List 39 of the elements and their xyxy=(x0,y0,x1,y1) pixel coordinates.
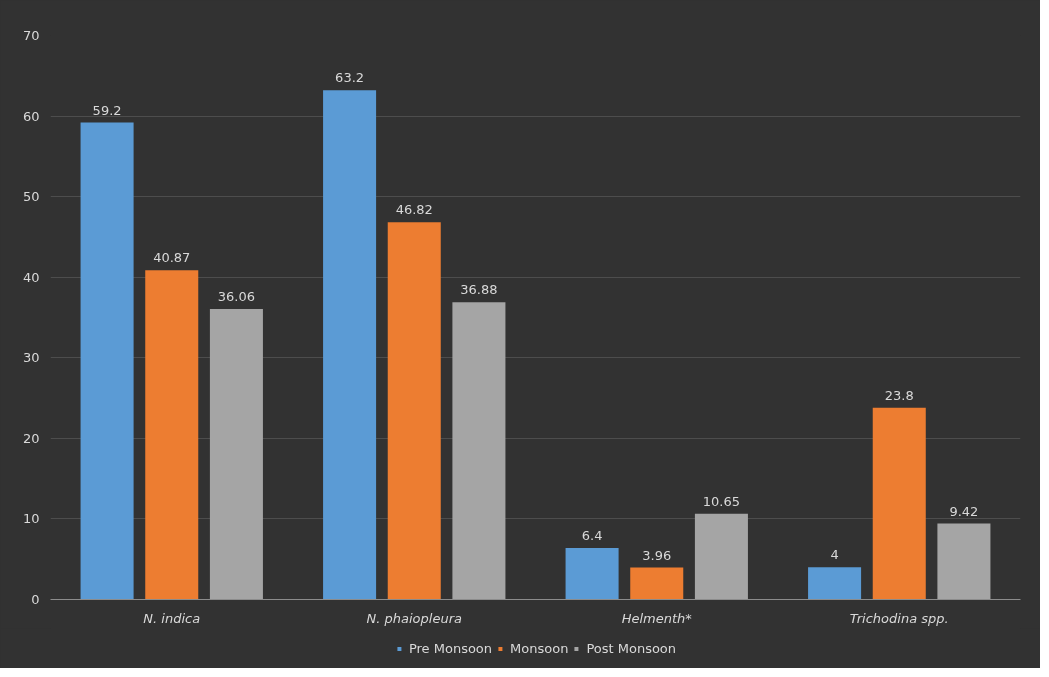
data-label: 59.2 xyxy=(92,102,122,118)
bar xyxy=(387,222,441,600)
bar xyxy=(209,308,263,600)
y-tick-label: 30 xyxy=(22,350,40,366)
data-label: 23.8 xyxy=(884,387,914,403)
legend-label: Monsoon xyxy=(510,640,569,656)
bar xyxy=(808,567,862,600)
bar xyxy=(565,547,619,600)
data-label: 36.06 xyxy=(217,288,256,304)
data-label: 6.4 xyxy=(581,527,603,543)
data-label: 4 xyxy=(830,547,839,563)
y-tick-label: 40 xyxy=(22,269,40,285)
data-label: 36.88 xyxy=(460,282,498,298)
data-label: 3.96 xyxy=(642,547,672,563)
y-tick-label: 50 xyxy=(22,189,40,205)
bar xyxy=(694,513,748,600)
y-tick-label: 20 xyxy=(22,430,40,446)
x-tick-label: Helmenth* xyxy=(621,610,693,626)
data-label: 9.42 xyxy=(949,503,979,519)
y-tick-label: 60 xyxy=(22,108,40,124)
x-tick-label: N. phaiopleura xyxy=(366,610,462,626)
legend-label: Post Monsoon xyxy=(586,640,677,656)
bar xyxy=(145,270,199,600)
bar xyxy=(937,523,991,600)
data-label: 10.65 xyxy=(702,493,741,509)
data-label: 46.82 xyxy=(395,202,433,218)
bar xyxy=(452,302,506,600)
y-tick-label: 0 xyxy=(31,592,40,607)
data-label: 63.2 xyxy=(335,70,365,86)
legend-label: Pre Monsoon xyxy=(408,640,493,656)
bar xyxy=(323,90,377,600)
bar xyxy=(872,407,926,600)
bar xyxy=(630,567,684,600)
x-tick-label: Trichodina spp. xyxy=(849,610,949,626)
y-tick-label: 70 xyxy=(22,28,40,43)
y-tick-label: 10 xyxy=(22,511,40,527)
x-tick-label: N. indica xyxy=(143,610,201,626)
bar xyxy=(80,122,134,600)
data-label: 40.87 xyxy=(153,250,191,266)
